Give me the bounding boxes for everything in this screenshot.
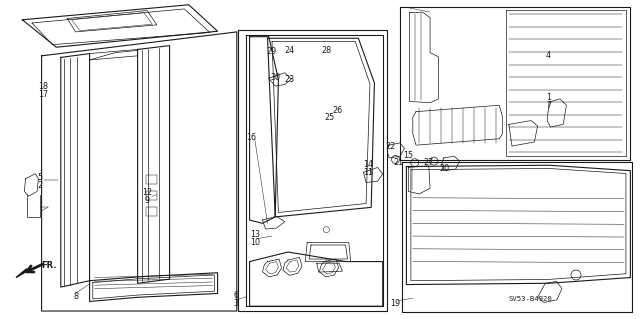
Text: 6: 6 xyxy=(233,291,238,300)
Text: 20: 20 xyxy=(440,164,450,173)
Text: 22: 22 xyxy=(385,142,396,151)
Text: 29: 29 xyxy=(266,47,276,56)
Text: 13: 13 xyxy=(250,230,260,239)
Text: 24: 24 xyxy=(284,46,294,55)
Text: 15: 15 xyxy=(403,151,413,160)
Text: 3: 3 xyxy=(233,299,238,308)
Text: 11: 11 xyxy=(363,168,373,177)
Text: SV53-B4920: SV53-B4920 xyxy=(509,296,552,302)
Text: 30: 30 xyxy=(270,73,280,82)
Text: 9: 9 xyxy=(145,197,150,205)
Text: 18: 18 xyxy=(38,82,49,91)
Text: 19: 19 xyxy=(390,299,401,308)
Text: 17: 17 xyxy=(38,90,49,99)
Text: 21: 21 xyxy=(393,158,403,167)
Text: 25: 25 xyxy=(324,113,335,122)
Text: 14: 14 xyxy=(363,160,373,169)
Polygon shape xyxy=(16,269,27,278)
Text: 28: 28 xyxy=(321,46,332,55)
Text: 8: 8 xyxy=(73,292,78,301)
Text: 7: 7 xyxy=(547,101,552,110)
Text: 12: 12 xyxy=(142,189,152,197)
Bar xyxy=(146,175,157,184)
Text: 27: 27 xyxy=(424,158,434,167)
Text: 26: 26 xyxy=(332,106,342,115)
Text: 23: 23 xyxy=(285,75,295,84)
Text: 5: 5 xyxy=(37,173,42,182)
Bar xyxy=(146,207,157,216)
Text: 4: 4 xyxy=(546,51,551,60)
Text: 10: 10 xyxy=(250,238,260,247)
Bar xyxy=(146,191,157,200)
Text: FR.: FR. xyxy=(42,261,57,270)
Text: 16: 16 xyxy=(246,133,257,142)
Text: 1: 1 xyxy=(547,93,552,102)
Text: 2: 2 xyxy=(37,181,42,189)
